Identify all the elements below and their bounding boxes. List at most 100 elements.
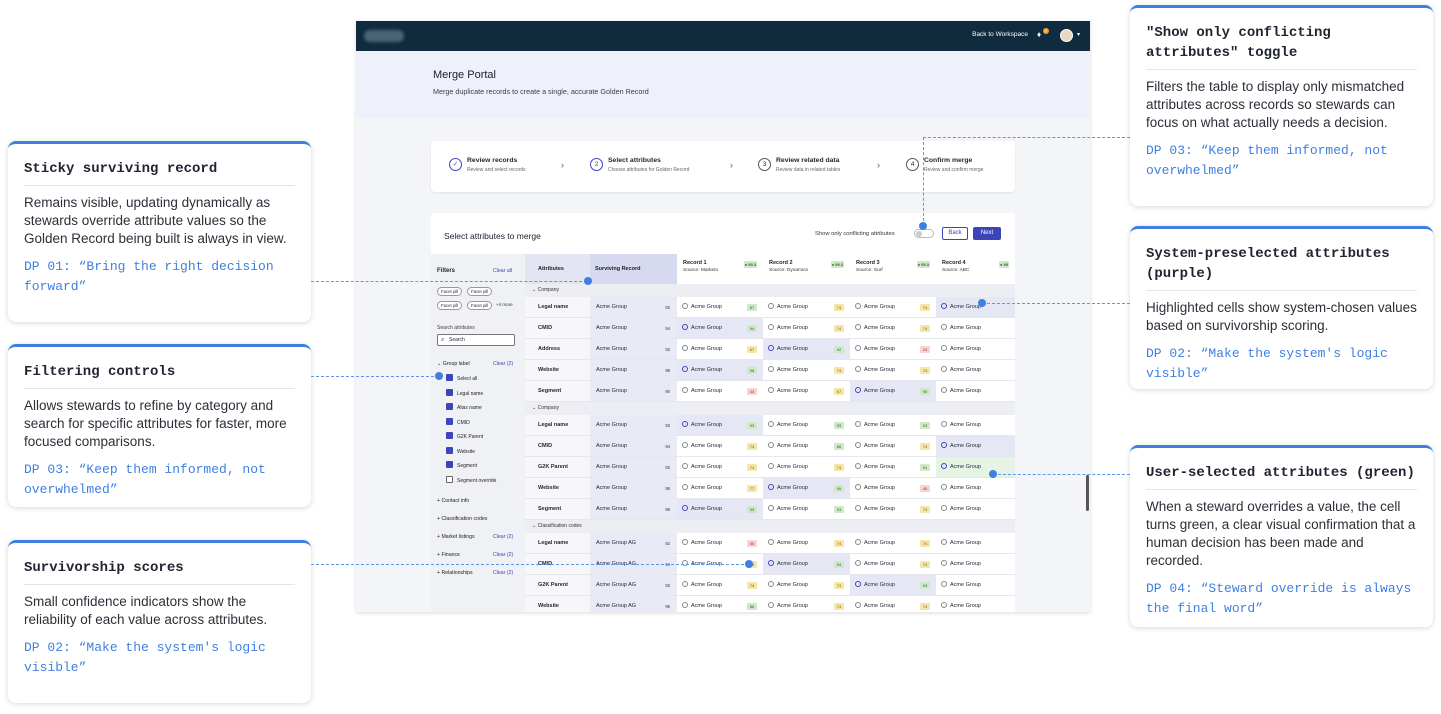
record-value-cell[interactable]: Acme Group 74 xyxy=(850,360,936,381)
record-value-cell[interactable]: Acme Group 74 xyxy=(763,318,850,339)
group-clear[interactable]: Clear (2) xyxy=(493,570,514,576)
record-value-cell[interactable]: Acme Group xyxy=(936,381,1015,402)
chevron-down-icon[interactable]: ▾ xyxy=(1076,32,1080,38)
record-value-cell[interactable]: Acme Group 43 xyxy=(677,381,763,402)
record-value-cell[interactable]: Acme Group 45 xyxy=(850,478,936,499)
record-value-cell[interactable]: Acme Group 74 xyxy=(850,297,936,318)
record-value-cell[interactable]: Acme Group 90 xyxy=(850,381,936,402)
radio-button[interactable] xyxy=(941,463,947,469)
record-value-cell[interactable]: Acme Group 95 xyxy=(763,478,850,499)
record-value-cell[interactable]: Acme Group xyxy=(936,318,1015,339)
radio-button[interactable] xyxy=(768,505,774,511)
record-value-cell[interactable]: Acme Group 93 xyxy=(850,575,936,596)
radio-button[interactable] xyxy=(941,539,947,545)
record-value-cell[interactable]: Acme Group 74 xyxy=(677,575,763,596)
record-value-cell[interactable]: Acme Group 93 xyxy=(677,415,763,436)
radio-button[interactable] xyxy=(768,387,774,393)
radio-button[interactable] xyxy=(682,442,688,448)
radio-button[interactable] xyxy=(768,303,774,309)
radio-button[interactable] xyxy=(682,421,688,427)
record-value-cell[interactable]: Acme Group 74 xyxy=(850,533,936,554)
radio-button[interactable] xyxy=(855,505,861,511)
record-value-cell[interactable]: Acme Group xyxy=(936,499,1015,520)
record-value-cell[interactable]: Acme Group 74 xyxy=(763,575,850,596)
record-value-cell[interactable]: Acme Group 86 xyxy=(677,596,763,612)
back-to-workspace-link[interactable]: Back to Workspace xyxy=(972,31,1028,38)
record-value-cell[interactable]: Acme Group 94 xyxy=(763,554,850,575)
radio-button[interactable] xyxy=(682,387,688,393)
facet-pill[interactable]: Facet pill xyxy=(437,301,463,310)
record-value-cell[interactable]: Acme Group 86 xyxy=(763,436,850,457)
radio-button[interactable] xyxy=(682,602,688,608)
radio-button[interactable] xyxy=(941,366,947,372)
radio-button[interactable] xyxy=(682,505,688,511)
group-toggle[interactable]: ⌄ Group label Clear (2) xyxy=(437,361,514,367)
record-value-cell[interactable]: Acme Group xyxy=(936,596,1015,612)
radio-button[interactable] xyxy=(682,303,688,309)
group-relationships[interactable]: + Relationships Clear (2) xyxy=(437,570,514,576)
record-value-cell[interactable]: Acme Group 74 xyxy=(763,360,850,381)
record-value-cell[interactable]: Acme Group 74 xyxy=(763,457,850,478)
radio-button[interactable] xyxy=(855,581,861,587)
radio-button[interactable] xyxy=(682,484,688,490)
group-clear[interactable]: Clear (2) xyxy=(493,361,514,367)
radio-button[interactable] xyxy=(855,484,861,490)
radio-button[interactable] xyxy=(855,463,861,469)
radio-button[interactable] xyxy=(855,602,861,608)
group-finance[interactable]: + Finance Clear (2) xyxy=(437,552,514,558)
radio-button[interactable] xyxy=(768,560,774,566)
radio-button[interactable] xyxy=(768,345,774,351)
radio-button[interactable] xyxy=(768,463,774,469)
record-value-cell[interactable]: Acme Group 74 xyxy=(850,318,936,339)
checkbox-g2k-parent[interactable]: G2K Parent xyxy=(446,432,483,440)
checkbox-segment-override[interactable]: Segment override xyxy=(446,476,496,484)
radio-button[interactable] xyxy=(682,463,688,469)
checkbox-select-all[interactable]: Select all xyxy=(446,374,477,382)
radio-button[interactable] xyxy=(941,505,947,511)
record-value-cell[interactable]: Acme Group xyxy=(936,554,1015,575)
group-clear[interactable]: Clear (2) xyxy=(493,552,514,558)
radio-button[interactable] xyxy=(941,421,947,427)
radio-button[interactable] xyxy=(682,560,688,566)
record-value-cell[interactable]: Acme Group 87 xyxy=(677,297,763,318)
radio-button[interactable] xyxy=(682,345,688,351)
record-value-cell[interactable]: Acme Group xyxy=(936,478,1015,499)
radio-button[interactable] xyxy=(941,560,947,566)
record-value-cell[interactable]: Acme Group xyxy=(936,339,1015,360)
group-contact-info[interactable]: + Contact info xyxy=(437,498,470,504)
section-header[interactable]: ⌄ Company xyxy=(525,402,1015,415)
record-value-cell[interactable]: Acme Group 74 xyxy=(850,554,936,575)
group-market-listings[interactable]: + Market listings Clear (2) xyxy=(437,534,514,540)
record-value-cell[interactable]: Acme Group 93 xyxy=(763,499,850,520)
conflict-toggle[interactable] xyxy=(914,229,934,238)
record-value-cell[interactable]: Acme Group 55 xyxy=(677,533,763,554)
record-value-cell[interactable]: Acme Group xyxy=(936,436,1015,457)
record-value-cell[interactable]: Acme Group 67 xyxy=(763,381,850,402)
checkbox-cmid[interactable]: CMID xyxy=(446,418,470,426)
radio-button[interactable] xyxy=(855,539,861,545)
record-value-cell[interactable]: Acme Group 67 xyxy=(677,339,763,360)
checkbox-alias-name[interactable]: Alias name xyxy=(446,403,482,411)
radio-button[interactable] xyxy=(941,345,947,351)
record-value-cell[interactable]: Acme Group 74 xyxy=(763,297,850,318)
record-value-cell[interactable]: Acme Group 94 xyxy=(677,318,763,339)
radio-button[interactable] xyxy=(855,345,861,351)
facet-pill[interactable]: Facet pill xyxy=(437,287,463,296)
radio-button[interactable] xyxy=(768,581,774,587)
record-value-cell[interactable]: Acme Group xyxy=(936,360,1015,381)
checkbox-legal-name[interactable]: Legal name xyxy=(446,389,483,397)
record-value-cell[interactable]: Acme Group 74 xyxy=(850,596,936,612)
radio-button[interactable] xyxy=(941,602,947,608)
radio-button[interactable] xyxy=(768,324,774,330)
record-value-cell[interactable]: Acme Group 77 xyxy=(677,478,763,499)
radio-button[interactable] xyxy=(855,387,861,393)
radio-button[interactable] xyxy=(768,421,774,427)
radio-button[interactable] xyxy=(682,366,688,372)
record-value-cell[interactable]: Acme Group 93 xyxy=(763,415,850,436)
record-value-cell[interactable]: Acme Group 24 xyxy=(850,339,936,360)
next-button[interactable]: Next xyxy=(973,227,1001,240)
record-value-cell[interactable]: Acme Group xyxy=(936,533,1015,554)
record-value-cell[interactable]: Acme Group 74 xyxy=(763,533,850,554)
record-value-cell[interactable]: Acme Group 74 xyxy=(677,457,763,478)
table-scrollbar[interactable] xyxy=(1086,475,1089,511)
